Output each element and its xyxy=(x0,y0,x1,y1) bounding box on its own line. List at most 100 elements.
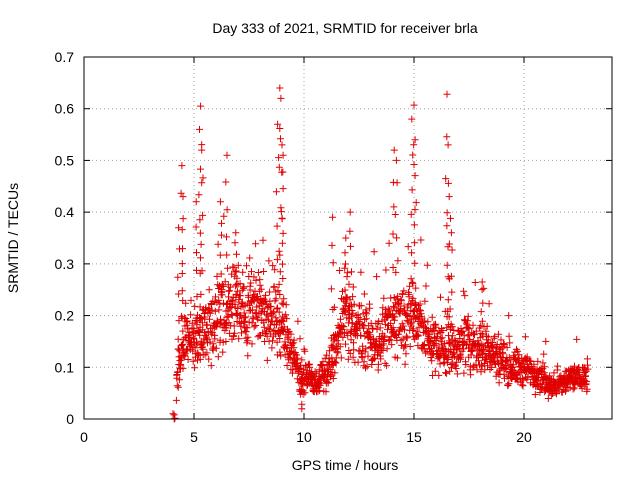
data-point xyxy=(431,367,439,375)
data-point xyxy=(224,281,232,289)
data-point xyxy=(450,353,458,360)
data-point xyxy=(293,351,301,359)
data-point xyxy=(511,354,519,362)
data-point xyxy=(298,375,305,383)
data-point xyxy=(386,306,394,314)
data-point xyxy=(390,146,398,154)
data-point xyxy=(218,289,225,297)
data-point xyxy=(224,312,232,320)
data-point xyxy=(276,291,284,298)
data-point xyxy=(193,249,200,257)
data-point xyxy=(269,337,276,345)
data-point xyxy=(262,291,269,299)
data-point xyxy=(177,189,185,197)
data-point xyxy=(379,304,387,312)
data-point xyxy=(199,306,207,314)
chart-title: Day 333 of 2021, SRMTID for receiver brl… xyxy=(212,20,478,36)
data-point xyxy=(393,234,401,242)
data-point xyxy=(534,357,542,365)
data-point xyxy=(380,294,388,302)
data-point xyxy=(187,296,195,304)
data-point xyxy=(363,362,371,370)
data-point xyxy=(479,330,487,338)
data-point xyxy=(234,261,242,269)
data-point xyxy=(270,283,278,291)
data-point xyxy=(205,355,213,363)
data-point xyxy=(233,287,241,295)
data-point xyxy=(275,247,283,255)
data-point xyxy=(329,259,337,267)
data-point xyxy=(412,199,420,207)
data-point xyxy=(232,268,240,276)
data-point xyxy=(208,306,216,314)
y-tick-label: 0.3 xyxy=(55,256,75,272)
y-tick-label: 0.2 xyxy=(55,308,75,324)
data-point xyxy=(422,349,430,357)
data-point xyxy=(478,341,486,349)
data-point xyxy=(465,336,473,343)
data-point xyxy=(267,321,274,329)
data-point xyxy=(254,269,262,276)
data-point xyxy=(178,260,186,268)
data-point xyxy=(406,343,414,350)
data-point xyxy=(341,249,349,257)
gridlines xyxy=(84,57,612,419)
data-point xyxy=(191,344,199,352)
data-point xyxy=(341,286,349,294)
data-point xyxy=(173,382,181,390)
data-point xyxy=(278,299,286,307)
data-point xyxy=(179,340,186,348)
data-point xyxy=(265,257,273,265)
data-point xyxy=(412,314,420,322)
data-point xyxy=(383,345,391,353)
data-point xyxy=(477,322,485,330)
x-tick-label: 10 xyxy=(296,429,312,445)
data-point xyxy=(542,337,550,345)
data-point xyxy=(404,304,412,312)
data-point xyxy=(484,362,491,370)
data-point xyxy=(444,321,452,329)
data-point xyxy=(178,287,186,295)
data-point xyxy=(509,361,517,369)
data-point xyxy=(213,272,221,280)
data-point xyxy=(276,268,284,276)
data-point xyxy=(278,239,286,247)
data-point xyxy=(194,350,202,358)
data-point xyxy=(350,339,357,347)
data-point xyxy=(189,357,197,365)
data-point xyxy=(263,356,271,364)
data-point xyxy=(175,376,183,384)
y-tick-label: 0.7 xyxy=(55,49,75,65)
data-point xyxy=(207,362,215,370)
data-point xyxy=(212,344,220,352)
data-point xyxy=(449,332,457,340)
data-point xyxy=(296,335,304,343)
data-point xyxy=(377,355,385,363)
data-point xyxy=(578,385,586,393)
data-point xyxy=(400,287,408,295)
data-point xyxy=(190,325,198,333)
data-point xyxy=(301,389,309,397)
data-point xyxy=(346,349,354,357)
data-point xyxy=(394,257,402,265)
data-point xyxy=(360,290,368,298)
data-point xyxy=(239,268,247,276)
y-tick-label: 0.5 xyxy=(55,152,75,168)
data-point xyxy=(230,322,238,330)
data-point xyxy=(376,324,384,332)
data-point xyxy=(323,351,331,359)
data-point xyxy=(221,278,229,286)
data-point xyxy=(241,317,249,325)
data-point xyxy=(260,268,268,275)
data-point xyxy=(446,305,454,313)
data-point xyxy=(360,358,368,366)
data-point xyxy=(242,328,250,336)
data-point xyxy=(378,342,386,350)
data-point xyxy=(234,305,242,312)
data-point xyxy=(254,315,262,323)
data-point xyxy=(275,154,283,162)
data-point xyxy=(218,231,225,239)
data-point xyxy=(277,135,284,143)
data-point xyxy=(410,221,418,229)
